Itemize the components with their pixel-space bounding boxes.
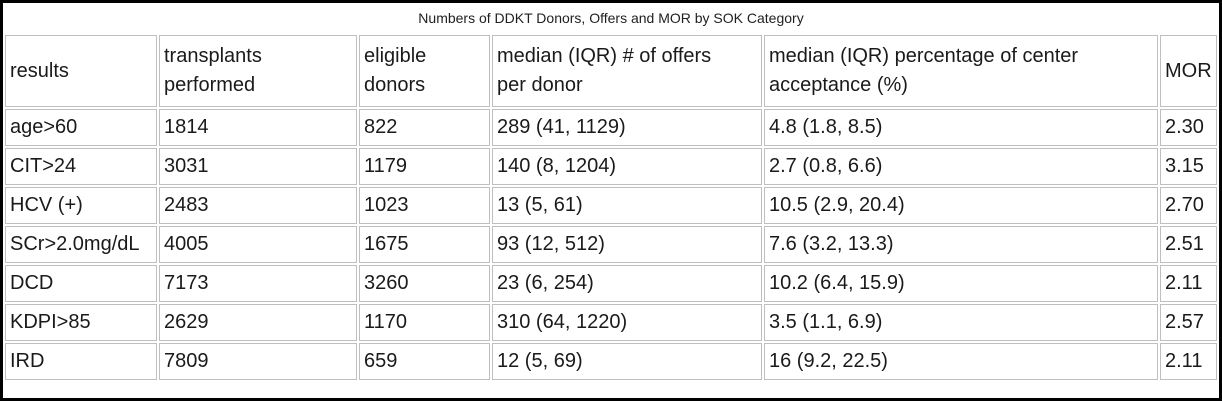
- table-row: HCV (+) 2483 1023 13 (5, 61) 10.5 (2.9, 20.4…: [5, 187, 1217, 224]
- table-row: SCr>2.0mg/dL 4005 1675 93 (12, 512) 7.6 (3.2…: [5, 226, 1217, 263]
- table-row: DCD 7173 3260 23 (6, 254) 10.2 (6.4, 15.9) 2.…: [5, 265, 1217, 302]
- table-cell: 289 (41, 1129): [492, 109, 762, 146]
- table-row: CIT>24 3031 1179 140 (8, 1204) 2.7 (0.8, 6.6…: [5, 148, 1217, 185]
- table-title: Numbers of DDKT Donors, Offers and MOR b…: [418, 10, 804, 26]
- column-header-results: results: [5, 35, 157, 107]
- table-header: results transplants performed eligible d…: [5, 35, 1217, 107]
- table-row: KDPI>85 2629 1170 310 (64, 1220) 3.5 (1.1, 6…: [5, 304, 1217, 341]
- table-cell: 1023: [359, 187, 490, 224]
- column-header-mor: MOR: [1160, 35, 1217, 107]
- table-cell: 2629: [159, 304, 357, 341]
- table-cell: 16 (9.2, 22.5): [764, 343, 1158, 380]
- table-cell: 13 (5, 61): [492, 187, 762, 224]
- table-cell: 659: [359, 343, 490, 380]
- row-label-cell: KDPI>85: [5, 304, 157, 341]
- table-cell: 2.70: [1160, 187, 1217, 224]
- table-cell: 2.30: [1160, 109, 1217, 146]
- column-header-transplants: transplants performed: [159, 35, 357, 107]
- row-label-cell: HCV (+): [5, 187, 157, 224]
- column-header-offers-per-donor: median (IQR) # of offers per donor: [492, 35, 762, 107]
- table-cell: 3031: [159, 148, 357, 185]
- table-cell: 1170: [359, 304, 490, 341]
- table-cell: 7.6 (3.2, 13.3): [764, 226, 1158, 263]
- column-header-eligible-donors: eligible donors: [359, 35, 490, 107]
- table-cell: 7173: [159, 265, 357, 302]
- table-cell: 2.57: [1160, 304, 1217, 341]
- table-cell: 310 (64, 1220): [492, 304, 762, 341]
- table-cell: 2.51: [1160, 226, 1217, 263]
- header-row: results transplants performed eligible d…: [5, 35, 1217, 107]
- table-row: IRD 7809 659 12 (5, 69) 16 (9.2, 22.5) 2.11: [5, 343, 1217, 380]
- table-cell: 2.7 (0.8, 6.6): [764, 148, 1158, 185]
- table-cell: 10.5 (2.9, 20.4): [764, 187, 1158, 224]
- table-cell: 2483: [159, 187, 357, 224]
- table-cell: 1179: [359, 148, 490, 185]
- table-cell: 93 (12, 512): [492, 226, 762, 263]
- row-label-cell: DCD: [5, 265, 157, 302]
- table-cell: 3.15: [1160, 148, 1217, 185]
- table-cell: 140 (8, 1204): [492, 148, 762, 185]
- table-cell: 1675: [359, 226, 490, 263]
- table-row: age>60 1814 822 289 (41, 1129) 4.8 (1.8, 8.5…: [5, 109, 1217, 146]
- table-cell: 2.11: [1160, 343, 1217, 380]
- data-table: results transplants performed eligible d…: [3, 33, 1219, 382]
- table-cell: 23 (6, 254): [492, 265, 762, 302]
- table-cell: 4005: [159, 226, 357, 263]
- table-cell: 3260: [359, 265, 490, 302]
- column-header-center-acceptance: median (IQR) percentage of center accept…: [764, 35, 1158, 107]
- table-cell: 822: [359, 109, 490, 146]
- table-cell: 7809: [159, 343, 357, 380]
- table-cell: 4.8 (1.8, 8.5): [764, 109, 1158, 146]
- row-label-cell: IRD: [5, 343, 157, 380]
- table-cell: 3.5 (1.1, 6.9): [764, 304, 1158, 341]
- row-label-cell: age>60: [5, 109, 157, 146]
- row-label-cell: CIT>24: [5, 148, 157, 185]
- table-cell: 10.2 (6.4, 15.9): [764, 265, 1158, 302]
- table-cell: 1814: [159, 109, 357, 146]
- table-cell: 12 (5, 69): [492, 343, 762, 380]
- row-label-cell: SCr>2.0mg/dL: [5, 226, 157, 263]
- table-cell: 2.11: [1160, 265, 1217, 302]
- table-body: age>60 1814 822 289 (41, 1129) 4.8 (1.8, 8.5…: [5, 109, 1217, 380]
